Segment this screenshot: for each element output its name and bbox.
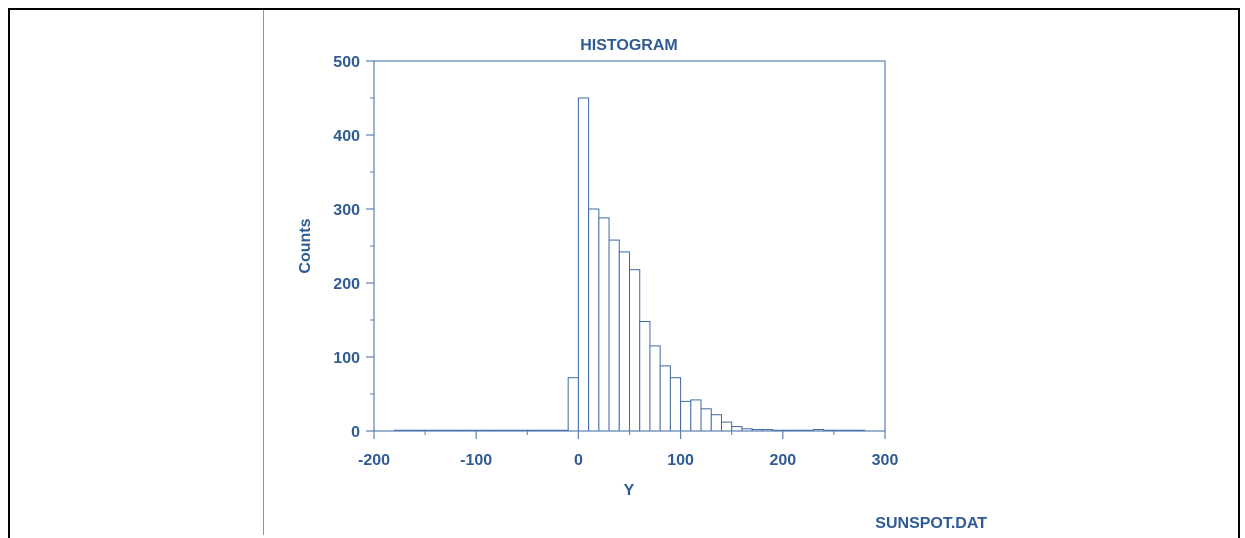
y-axis-label: Counts (297, 218, 314, 273)
page-frame (8, 8, 1240, 538)
histogram-bar (659, 365, 671, 432)
panel-divider (263, 10, 264, 535)
y-tick-label: 300 (333, 202, 360, 219)
histogram-bar (649, 345, 661, 432)
histogram-bar (710, 414, 722, 432)
histogram-bar (567, 377, 579, 432)
histogram-bar (639, 320, 651, 432)
histogram-bar (680, 400, 692, 432)
histogram-bar (608, 239, 620, 432)
x-tick-label: 0 (574, 452, 583, 469)
y-tick-label: 0 (351, 424, 360, 441)
axes: 0 100 200 300 400 500 -200 -100 0 100 200 300 (333, 54, 898, 469)
histogram-bar (731, 426, 743, 432)
x-tick-label: -100 (460, 452, 492, 469)
histogram-bar (577, 97, 590, 432)
y-tick-label: 400 (333, 128, 360, 145)
histogram-bar (700, 408, 712, 432)
x-tick-label: 100 (667, 452, 694, 469)
histogram-bar (598, 217, 610, 432)
x-axis-label: Y (624, 482, 635, 499)
y-tick-label: 100 (333, 350, 360, 367)
y-tick-label: 200 (333, 276, 360, 293)
histogram-bar (629, 269, 641, 432)
histogram-bar (720, 421, 733, 432)
histogram-bar (690, 399, 702, 432)
x-tick-label: -200 (358, 452, 390, 469)
x-tick-label: 200 (769, 452, 796, 469)
histogram-bar (669, 377, 682, 432)
dataset-footer: SUNSPOT.DAT (875, 515, 987, 532)
chart-title: HISTOGRAM (580, 37, 677, 54)
histogram-bars (393, 97, 866, 432)
histogram-bar (588, 208, 600, 432)
y-tick-label: 500 (333, 54, 360, 71)
x-tick-label: 300 (872, 452, 899, 469)
histogram-bar (618, 251, 631, 432)
